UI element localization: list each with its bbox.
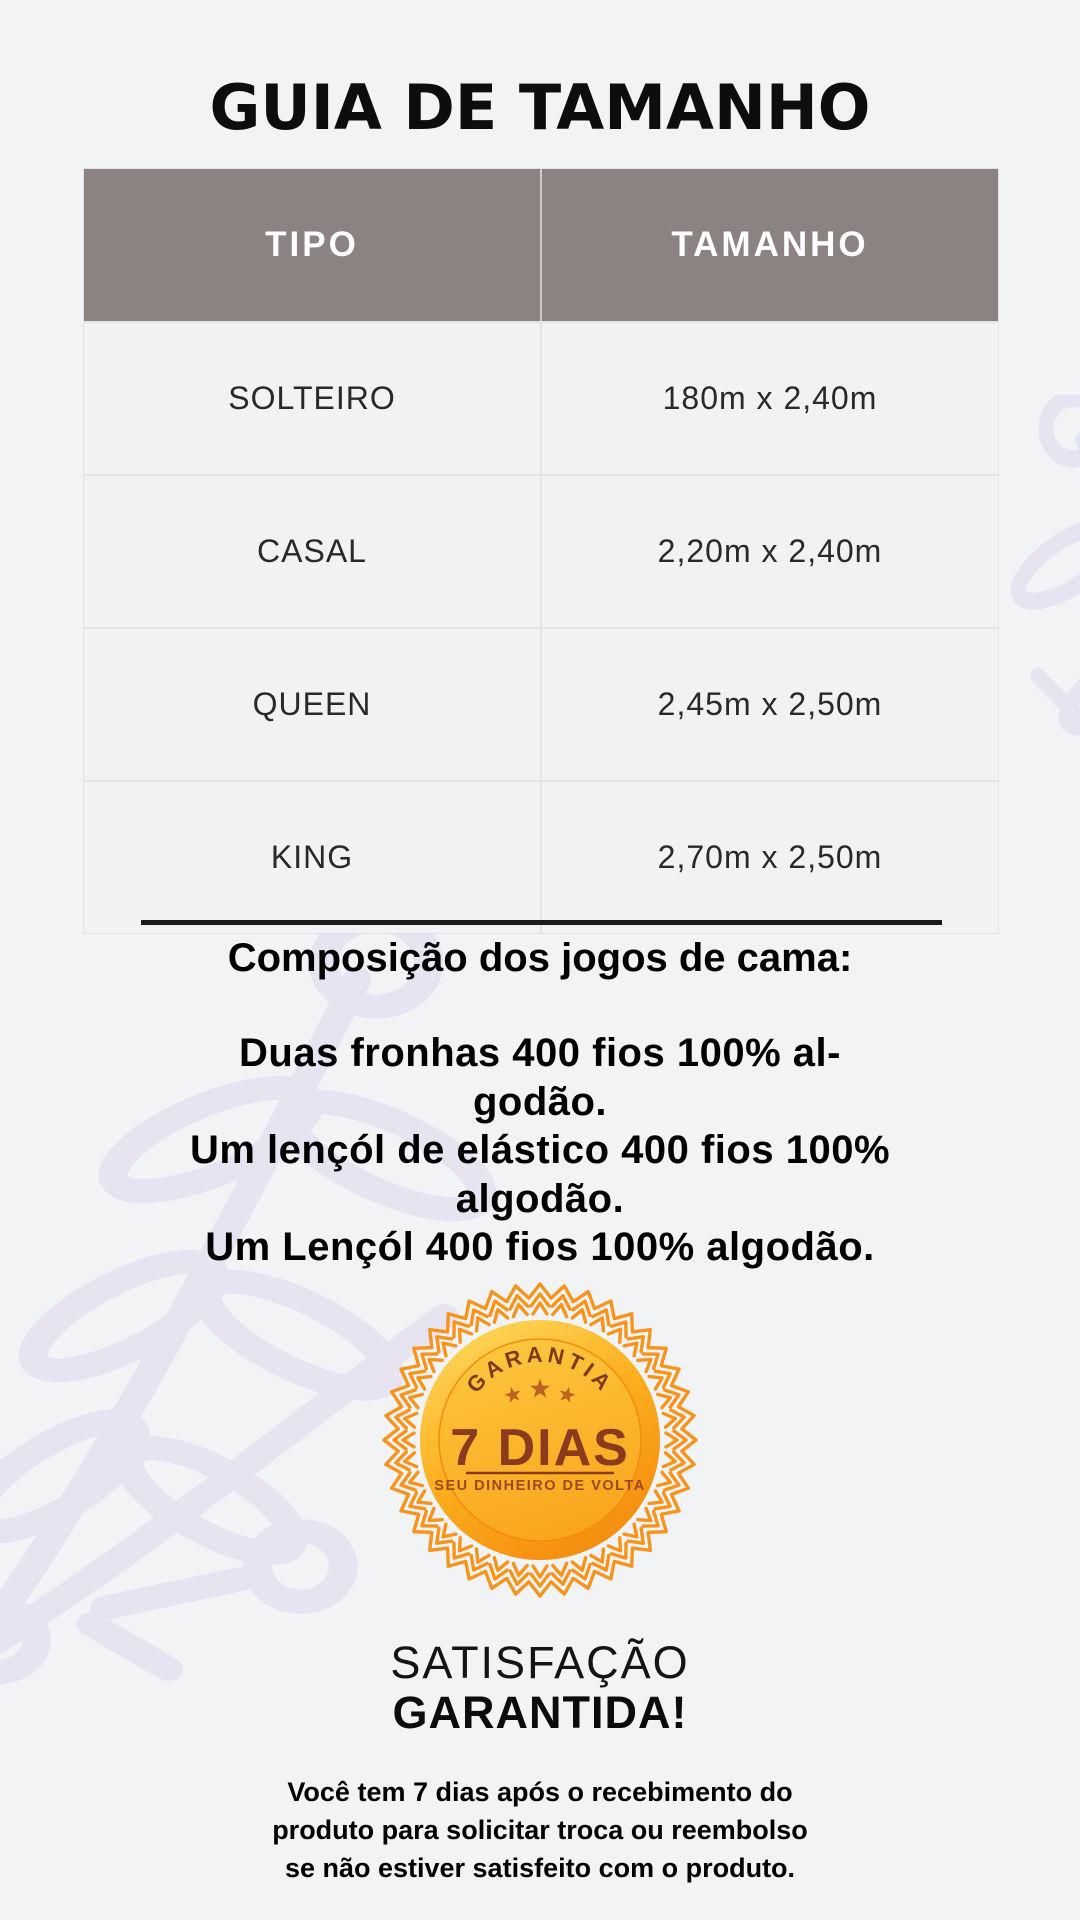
table-row-queen: QUEEN 2,45m x 2,50m: [84, 627, 998, 780]
return-policy-note: Você tem 7 dias após o recebimento do pr…: [0, 1773, 1080, 1887]
composition-line: Duas fronhas 400 fios 100% al-: [239, 1031, 841, 1075]
composition-text: Duas fronhas 400 fios 100% al- godão. Um…: [0, 1029, 1080, 1272]
cell-tamanho: 180m x 2,40m: [662, 380, 878, 416]
return-policy-line: se não estiver satisfeito com o produto.: [284, 1853, 796, 1883]
cell-tipo: QUEEN: [84, 629, 542, 780]
cell-tamanho: 2,20m x 2,40m: [657, 533, 883, 569]
cell-tipo: CASAL: [84, 476, 542, 627]
seal-title: 7 DIAS: [450, 1419, 630, 1477]
guarantee-7-days-seal-icon: GARANTIA 7 DIAS SEU DINHEIRO DE VOLTA: [382, 1282, 698, 1598]
composition-line: Um Lençól 400 fios 100% algodão.: [205, 1225, 875, 1269]
composition-line: Um lençól de elástico 400 fios 100%: [189, 1128, 891, 1172]
satisfaction-line-guaranteed: GARANTIDA!: [392, 1687, 688, 1738]
table-row-king: KING 2,70m x 2,50m: [84, 780, 998, 933]
composition-line: godão.: [472, 1079, 608, 1124]
table-row-solteiro: SOLTEIRO 180m x 2,40m: [84, 321, 998, 474]
size-table: TIPO TAMANHO SOLTEIRO 180m x 2,40m CASAL…: [83, 168, 999, 934]
cell-tamanho: 2,70m x 2,50m: [657, 839, 883, 875]
composition-line: algodão.: [455, 1176, 625, 1221]
cell-tipo: KING: [84, 782, 542, 933]
composition-heading: Composição dos jogos de cama:: [227, 936, 853, 980]
size-table-header-row: TIPO TAMANHO: [84, 169, 998, 321]
divider-line: [141, 920, 942, 925]
cell-tamanho: 2,45m x 2,50m: [657, 686, 883, 722]
table-row-casal: CASAL 2,20m x 2,40m: [84, 474, 998, 627]
seal-subtitle: SEU DINHEIRO DE VOLTA: [434, 1478, 645, 1494]
return-policy-line: produto para solicitar troca ou reembols…: [272, 1815, 808, 1845]
column-header-tamanho: TAMANHO: [671, 225, 869, 264]
column-header-tipo: TIPO: [84, 169, 542, 321]
return-policy-line: Você tem 7 dias após o recebimento do: [287, 1777, 793, 1807]
cell-tipo: SOLTEIRO: [84, 323, 542, 474]
satisfaction-line: SATISFAÇÃO: [390, 1637, 690, 1688]
page-title: GUIA DE TAMANHO: [209, 70, 871, 144]
